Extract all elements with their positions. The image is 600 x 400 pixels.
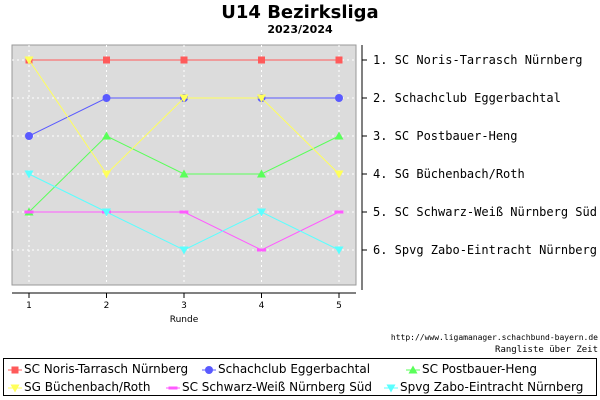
series-4: [24, 56, 344, 179]
x-tick-label: 5: [336, 301, 342, 311]
data-point: [24, 210, 34, 214]
rank-label: 1. SC Noris-Tarrasch Nürnberg: [373, 53, 583, 67]
chart-subtitle: 2023/2024: [267, 23, 333, 36]
legend-item: SC Noris-Tarrasch Nürnberg: [8, 361, 188, 377]
data-point: [180, 56, 188, 64]
series-3: [24, 131, 344, 216]
legend-item: Schachclub Eggerbachtal: [202, 361, 370, 377]
x-axis-label: Runde: [170, 315, 199, 325]
rank-label: 4. SG Büchenbach/Roth: [373, 167, 525, 181]
chart-title: U14 Bezirksliga: [221, 2, 379, 23]
data-point: [103, 56, 110, 64]
data-point: [102, 208, 111, 217]
legend-item: SC Schwarz-Weiß Nürnberg Süd: [166, 379, 372, 395]
legend-marker: [11, 366, 19, 373]
legend-marker-icon: [406, 365, 420, 373]
source-url: http://www.ligamanager.schachbund-bayern…: [390, 333, 598, 342]
legend-marker: [205, 365, 213, 374]
x-tick-label: 3: [181, 301, 187, 311]
x-tick-label: 4: [259, 301, 265, 311]
rank-label: 5. SC Schwarz-Weiß Nürnberg Süd: [373, 205, 597, 219]
data-point: [257, 94, 266, 103]
data-point: [335, 56, 343, 64]
data-point: [334, 131, 344, 140]
data-point: [179, 169, 189, 178]
data-point: [334, 210, 344, 214]
legend-item: SC Postbauer-Heng: [406, 361, 537, 377]
data-point: [258, 56, 265, 64]
data-point: [25, 132, 33, 140]
legend-label: SC Schwarz-Weiß Nürnberg Süd: [182, 380, 373, 394]
data-point: [335, 94, 343, 102]
data-point: [102, 170, 111, 179]
line-chart: 1 2 3 4 5 Runde 1. SC Noris-Tarrasch Nürnberg 2…: [11, 44, 597, 325]
legend-marker-icon: [202, 365, 216, 374]
legend-marker-icon: [8, 384, 22, 392]
legend-marker: [408, 365, 418, 373]
legend-label: Spvg Zabo-Eintracht Nürnberg: [400, 380, 584, 394]
data-point: [257, 169, 266, 178]
legend-item: Spvg Zabo-Eintracht Nürnberg: [384, 379, 583, 395]
rank-label: 3. SC Postbauer-Heng: [373, 129, 518, 143]
data-point: [257, 248, 266, 252]
x-tick-label: 1: [26, 301, 32, 311]
legend: SC Noris-Tarrasch Nürnberg Schachclub Egg…: [3, 358, 597, 396]
legend-marker-icon: [384, 384, 398, 392]
legend-marker-icon: [8, 366, 22, 373]
legend-label: SG Büchenbach/Roth: [24, 380, 151, 394]
data-point: [334, 170, 344, 179]
series-6: [24, 170, 344, 255]
data-point: [24, 56, 34, 65]
legend-item: SG Büchenbach/Roth: [8, 379, 150, 395]
data-point: [179, 210, 189, 214]
data-point: [102, 131, 111, 140]
legend-marker-icon: [166, 386, 180, 389]
data-point: [334, 246, 344, 255]
rank-label: 6. Spvg Zabo-Eintracht Nürnberg: [373, 243, 597, 257]
legend-label: SC Noris-Tarrasch Nürnberg: [24, 362, 189, 376]
rank-label: 2. Schachclub Eggerbachtal: [373, 91, 561, 105]
legend-marker: [386, 384, 396, 392]
data-point: [257, 208, 266, 217]
legend-marker: [168, 386, 178, 389]
data-point: [24, 170, 34, 179]
chart-note: Rangliste über Zeit: [495, 345, 598, 355]
data-point: [179, 246, 189, 255]
legend-label: Schachclub Eggerbachtal: [218, 362, 371, 376]
data-point: [179, 94, 189, 103]
x-tick-label: 2: [104, 301, 110, 311]
legend-label: SC Postbauer-Heng: [422, 362, 538, 376]
legend-marker: [10, 384, 20, 392]
data-point: [102, 94, 111, 102]
